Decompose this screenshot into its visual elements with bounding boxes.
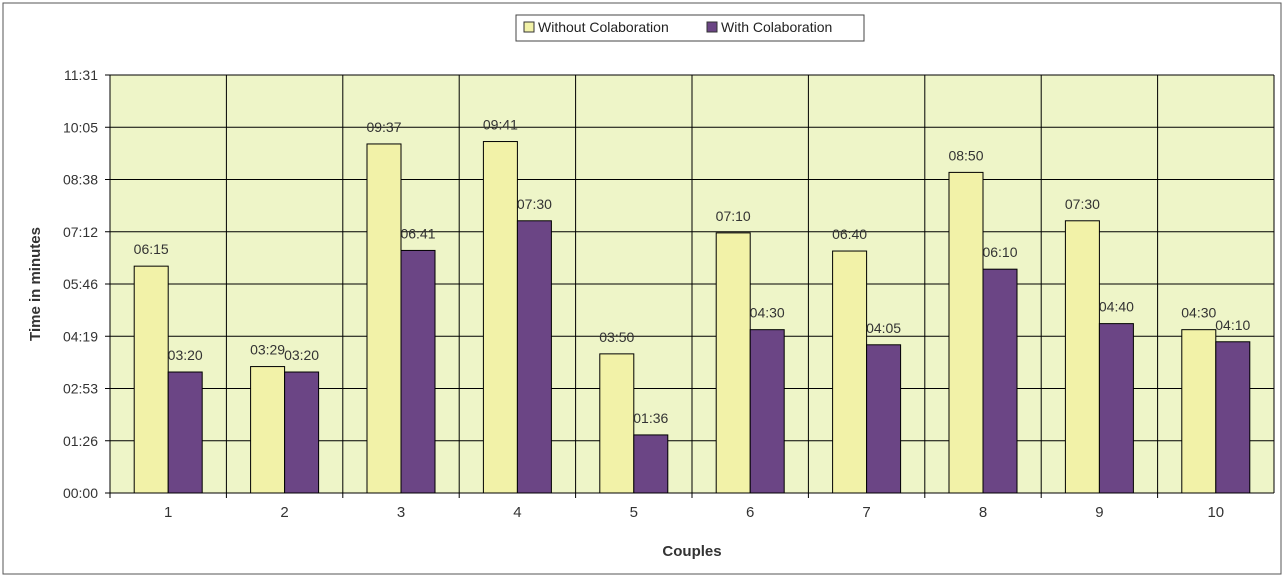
data-label: 04:05 [866, 320, 901, 336]
legend-label-with-colaboration: With Colaboration [721, 19, 832, 35]
x-tick-label: 7 [862, 504, 870, 521]
y-tick-label: 08:38 [63, 172, 98, 188]
x-tick-label: 8 [979, 504, 987, 521]
data-label: 04:30 [1181, 305, 1216, 321]
data-label: 04:10 [1215, 317, 1250, 333]
data-label: 04:30 [750, 305, 785, 321]
y-tick-label: 10:05 [63, 119, 98, 135]
legend-label-without-colaboration: Without Colaboration [538, 19, 669, 35]
bar-without-colaboration-1 [133, 265, 169, 494]
legend-box [515, 14, 865, 42]
bar-with-colaboration-7 [866, 344, 902, 494]
data-label: 06:40 [832, 226, 867, 242]
y-tick-label: 05:46 [63, 276, 98, 292]
data-label: 07:30 [1065, 196, 1100, 212]
data-label: 04:40 [1099, 299, 1134, 315]
bar-without-colaboration-5 [599, 353, 635, 494]
legend: Without Colaboration With Colaboration [515, 14, 865, 42]
bar-with-colaboration-9 [1098, 323, 1134, 494]
bar-with-colaboration-2 [284, 371, 320, 494]
x-tick-label: 5 [630, 504, 638, 521]
legend-swatch-without-colaboration [523, 21, 535, 33]
legend-swatch-with-colaboration [706, 21, 718, 33]
x-tick-label: 4 [513, 504, 521, 521]
bar-with-colaboration-10 [1215, 341, 1251, 494]
x-tick-label: 6 [746, 504, 754, 521]
data-label: 06:15 [134, 241, 169, 257]
bar-without-colaboration-6 [715, 232, 751, 494]
bar-without-colaboration-9 [1064, 220, 1100, 494]
data-label: 03:20 [284, 347, 319, 363]
data-label: 09:37 [366, 119, 401, 135]
bar-with-colaboration-6 [749, 329, 785, 494]
bar-with-colaboration-1 [167, 371, 203, 494]
data-label: 06:10 [982, 244, 1017, 260]
data-label: 01:36 [633, 410, 668, 426]
x-tick-labels: 1 2 3 4 5 6 7 8 9 10 [109, 493, 1224, 521]
x-tick-label: 9 [1095, 504, 1103, 521]
bar-with-colaboration-8 [982, 268, 1018, 494]
data-label: 03:50 [599, 329, 634, 345]
bar-without-colaboration-10 [1181, 329, 1217, 494]
y-tick-label: 04:19 [63, 328, 98, 344]
data-label: 06:41 [400, 225, 435, 241]
y-tick-label: 01:26 [63, 433, 98, 449]
y-tick-label: 00:00 [63, 485, 98, 501]
bar-without-colaboration-3 [366, 143, 402, 494]
data-labels: 06:15 03:29 09:37 09:41 03:50 07:10 06:40 08:50… [134, 117, 1251, 426]
data-label: 03:20 [168, 347, 203, 363]
data-label: 07:10 [716, 208, 751, 224]
y-tick-label: 02:53 [63, 381, 98, 397]
x-axis-label: Couples [662, 543, 721, 560]
data-label: 09:41 [483, 117, 518, 133]
bar-without-colaboration-8 [948, 171, 984, 494]
x-tick-label: 10 [1207, 504, 1224, 521]
data-label: 08:50 [948, 147, 983, 163]
data-label: 03:29 [250, 342, 285, 358]
bar-with-colaboration-5 [633, 434, 669, 494]
y-tick-label: 11:31 [64, 67, 98, 83]
data-label: 07:30 [517, 196, 552, 212]
bar-with-colaboration-3 [400, 249, 436, 494]
x-tick-label: 3 [397, 504, 405, 521]
y-axis-label: Time in minutes [27, 227, 44, 341]
bars [133, 141, 1251, 494]
x-tick-label: 2 [280, 504, 288, 521]
bar-without-colaboration-2 [250, 366, 286, 494]
bar-without-colaboration-4 [482, 141, 518, 494]
bar-with-colaboration-4 [516, 220, 552, 494]
bar-without-colaboration-7 [832, 250, 868, 494]
y-tick-labels: 00:00 01:26 02:53 04:19 05:46 07:12 08:38 10:05… [63, 67, 98, 501]
x-tick-label: 1 [164, 504, 172, 521]
y-tick-label: 07:12 [63, 224, 98, 240]
